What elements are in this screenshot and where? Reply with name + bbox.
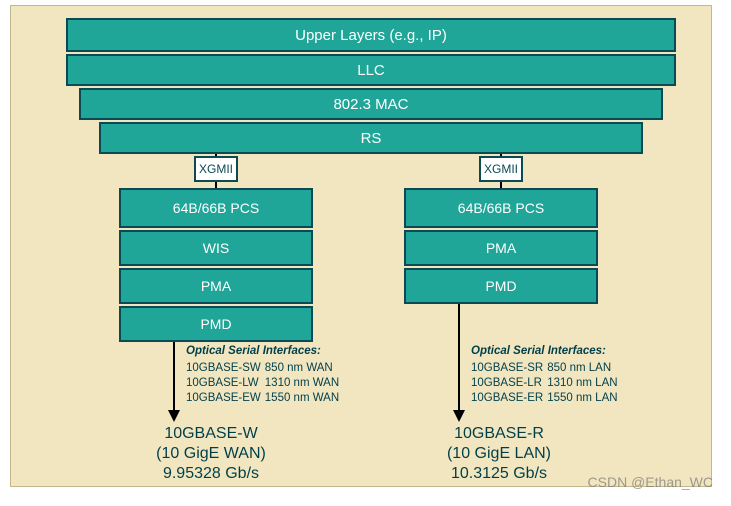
container: Upper Layers (e.g., IP)LLC802.3 MACRSXGM… (0, 0, 731, 506)
arrowhead-0 (168, 410, 180, 422)
watermark: CSDN @Ethan_WC (588, 474, 713, 490)
top-layer-2: 802.3 MAC (79, 88, 663, 120)
footer-1: 10GBASE-R(10 GigE LAN)10.3125 Gb/s (419, 424, 579, 484)
iface-cell-1-2-1: 1550 nm LAN (547, 391, 621, 406)
iface-cell-1-0-1: 850 nm LAN (547, 361, 621, 376)
iface-cell-0-2-1: 1550 nm WAN (265, 391, 343, 406)
iface-cell-1-2-0: 10GBASE-ER (471, 391, 547, 406)
footer-title-1: 10GBASE-R (419, 424, 579, 444)
xgmii-0: XGMII (194, 156, 238, 182)
iface-cell-0-2-0: 10GBASE-EW (186, 391, 265, 406)
vline-out-1 (458, 304, 460, 410)
footer-0: 10GBASE-W(10 GigE WAN)9.95328 Gb/s (131, 424, 291, 484)
col0-layer-2: PMA (119, 268, 313, 304)
top-layer-0: Upper Layers (e.g., IP) (66, 18, 676, 52)
arrowhead-1 (453, 410, 465, 422)
col1-layer-2: PMD (404, 268, 598, 304)
xgmii-1: XGMII (479, 156, 523, 182)
vline-out-0 (173, 342, 175, 410)
iface-cell-0-1-0: 10GBASE-LW (186, 376, 265, 391)
col0-layer-3: PMD (119, 306, 313, 342)
iface-cell-0-0-0: 10GBASE-SW (186, 361, 265, 376)
footer-title-0: 10GBASE-W (131, 424, 291, 444)
interfaces-header-1: Optical Serial Interfaces: (471, 344, 622, 359)
interfaces-1: Optical Serial Interfaces: 10GBASE-SR850 … (471, 344, 622, 406)
top-layer-1: LLC (66, 54, 676, 86)
interfaces-header-0: Optical Serial Interfaces: (186, 344, 343, 359)
col0-layer-1: WIS (119, 230, 313, 266)
footer-sub-0: (10 GigE WAN) (131, 444, 291, 464)
col0-layer-0: 64B/66B PCS (119, 188, 313, 228)
iface-cell-1-1-0: 10GBASE-LR (471, 376, 547, 391)
diagram-canvas: Upper Layers (e.g., IP)LLC802.3 MACRSXGM… (10, 5, 712, 487)
top-layer-3: RS (99, 122, 643, 154)
col1-layer-1: PMA (404, 230, 598, 266)
col1-layer-0: 64B/66B PCS (404, 188, 598, 228)
footer-rate-1: 10.3125 Gb/s (419, 464, 579, 484)
footer-sub-1: (10 GigE LAN) (419, 444, 579, 464)
interfaces-table-0: 10GBASE-SW850 nm WAN10GBASE-LW1310 nm WA… (186, 361, 343, 406)
iface-cell-0-1-1: 1310 nm WAN (265, 376, 343, 391)
iface-cell-1-1-1: 1310 nm LAN (547, 376, 621, 391)
iface-cell-0-0-1: 850 nm WAN (265, 361, 343, 376)
iface-cell-1-0-0: 10GBASE-SR (471, 361, 547, 376)
footer-rate-0: 9.95328 Gb/s (131, 464, 291, 484)
interfaces-table-1: 10GBASE-SR850 nm LAN10GBASE-LR1310 nm LA… (471, 361, 622, 406)
interfaces-0: Optical Serial Interfaces: 10GBASE-SW850 … (186, 344, 343, 406)
